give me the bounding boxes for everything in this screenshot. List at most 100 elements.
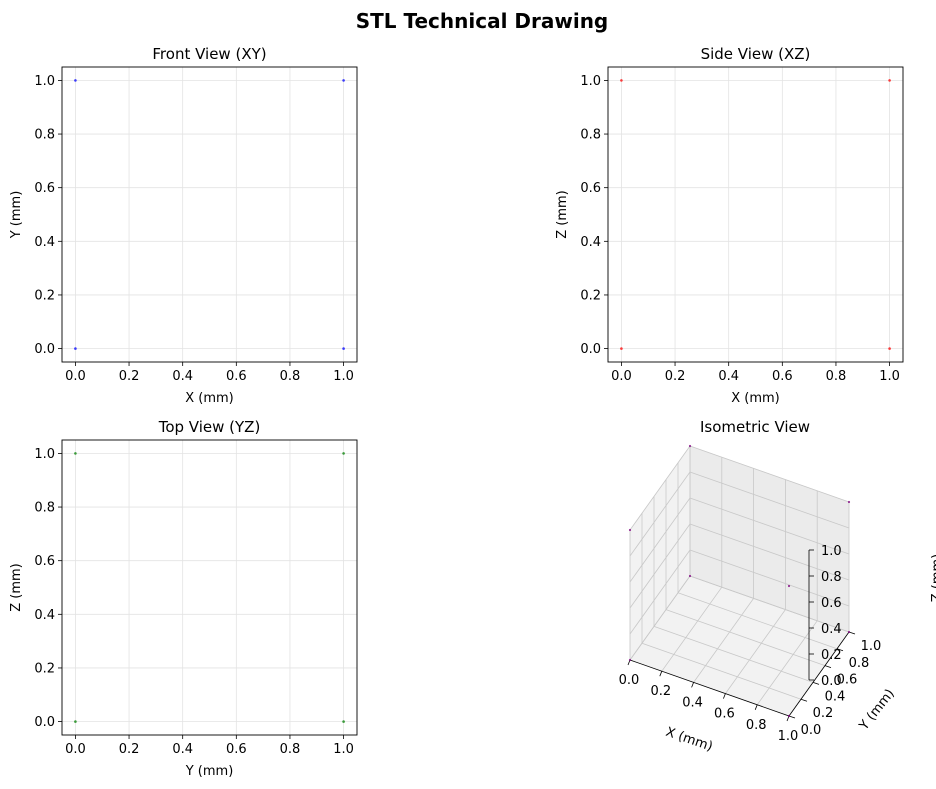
grid-line-3d (629, 471, 691, 557)
grid-line-3d (677, 592, 838, 650)
grid-line-3d (725, 609, 786, 694)
y-tick-label: 0.0 (580, 342, 601, 357)
x-tick (723, 693, 726, 699)
x-tick-label: 0.0 (611, 369, 632, 384)
panel-isometric-view: 0.00.20.40.60.81.0 0.00.20.40.60.81.00.00… (619, 418, 936, 755)
grid-line-3d (689, 497, 850, 555)
x-tick-label: 0.2 (650, 684, 671, 699)
panel-side-view: 0.0 0.2 0.4 0.6 0.8 1.0 0.0 0.2 0.4 0.6 0.8 1.0 Side… (555, 45, 904, 406)
x-tick-label: 1.0 (333, 742, 354, 757)
data-point (342, 79, 345, 82)
x-tick-label: 1.0 (879, 369, 900, 384)
y-tick-label: 0.8 (849, 656, 870, 671)
x-tick-label: 0.2 (119, 369, 140, 384)
x-tick-label: 0.8 (746, 718, 767, 733)
data-point (74, 79, 77, 82)
y-tick-label: 0.6 (34, 554, 55, 569)
y-tick-label: 0.0 (34, 715, 55, 730)
y-tick-label: 0.0 (801, 723, 822, 738)
data-point-3d (688, 444, 692, 448)
y-tick-label: 0.2 (34, 288, 55, 303)
grid-line-3d (689, 471, 850, 529)
y-tick (812, 682, 820, 685)
panel-front-view: 0.0 0.2 0.4 0.6 0.8 1.0 0.0 0.2 0.4 0.6 0.8 1.0 Fron… (9, 45, 358, 406)
y-tick (836, 648, 844, 652)
x-tick-label: 0.4 (682, 695, 703, 710)
x-tick-label: 0.2 (665, 369, 686, 384)
grid-line-3d (629, 575, 691, 661)
x-tick-label: 0.0 (65, 369, 86, 384)
x-tick-label: 0.4 (718, 369, 739, 384)
x-tick-label: 0.0 (619, 673, 640, 688)
y-tick-label: 0.2 (34, 661, 55, 676)
grid-line-3d (665, 609, 826, 666)
grid-line-3d (693, 598, 754, 683)
y-tick-label: 0.8 (34, 128, 55, 143)
y-tick-label: 0.6 (837, 673, 858, 688)
y-axis-label: Y (mm) (9, 191, 24, 240)
x-tick-label: 0.8 (280, 742, 301, 757)
grid-line-3d (689, 445, 850, 503)
x-axis-label: Y (mm) (185, 764, 234, 779)
data-point-3d (628, 658, 632, 662)
grid-line-3d (641, 642, 802, 700)
grid-line-3d (629, 549, 691, 635)
axes-frame (61, 66, 358, 363)
y-tick-label: 0.8 (580, 128, 601, 143)
grid-line-3d (653, 626, 814, 683)
data-point-3d (847, 630, 851, 634)
grid-line-3d (689, 549, 850, 607)
data-point-3d (787, 714, 791, 718)
x-tick (754, 704, 758, 710)
y-axis-label: Z (mm) (555, 190, 570, 239)
x-tick-label: 0.2 (119, 742, 140, 757)
y-axis-label: Y (mm) (856, 686, 898, 733)
grid-line-3d (661, 586, 723, 672)
y-tick-label: 1.0 (34, 447, 55, 462)
y-tick-label: 0.4 (825, 689, 846, 704)
y-tick-label: 0.6 (580, 181, 601, 196)
data-point (74, 720, 77, 723)
x-tick-label: 0.8 (826, 369, 847, 384)
x-axis-line (629, 659, 790, 717)
data-point-3d (688, 574, 692, 578)
y-tick-label: 1.0 (861, 639, 882, 654)
y-tick-label: 0.8 (34, 501, 55, 516)
x-tick-label: 0.0 (65, 742, 86, 757)
panel-title: Isometric View (700, 418, 810, 436)
x-tick-label: 0.6 (226, 742, 247, 757)
x-tick-label: 1.0 (778, 729, 799, 744)
y-tick-label: 0.4 (580, 235, 601, 250)
y-tick-label: 0.4 (34, 235, 55, 250)
x-axis-label: X (mm) (664, 725, 715, 755)
data-point (342, 452, 345, 455)
z-tick-label: 0.6 (821, 596, 842, 611)
z-tick-label: 0.2 (821, 648, 842, 663)
panel-title: Front View (XY) (152, 45, 266, 63)
data-point (620, 347, 623, 350)
x-axis-label: X (mm) (185, 391, 234, 406)
data-point (342, 347, 345, 350)
data-point-3d (787, 584, 791, 588)
data-point-3d (628, 528, 632, 532)
data-point (620, 79, 623, 82)
x-tick (659, 671, 663, 677)
data-point-3d (847, 500, 851, 504)
grid-line-3d (629, 523, 691, 609)
data-point (74, 452, 77, 455)
figure-title: STL Technical Drawing (356, 9, 609, 33)
y-tick-label: 0.6 (34, 181, 55, 196)
x-axis-label: X (mm) (731, 391, 780, 406)
z-tick-label: 0.4 (821, 622, 842, 637)
x-tick-label: 1.0 (333, 369, 354, 384)
panel-title: Top View (YZ) (158, 418, 261, 436)
z-tick-label: 0.8 (821, 570, 842, 585)
grid-line-3d (689, 575, 850, 633)
y-tick-label: 1.0 (34, 74, 55, 89)
axes-frame (607, 66, 904, 363)
grid-line-3d (629, 445, 691, 531)
axes-frame (61, 439, 358, 736)
x-tick-label: 0.6 (226, 369, 247, 384)
z-tick-label: 1.0 (821, 544, 842, 559)
